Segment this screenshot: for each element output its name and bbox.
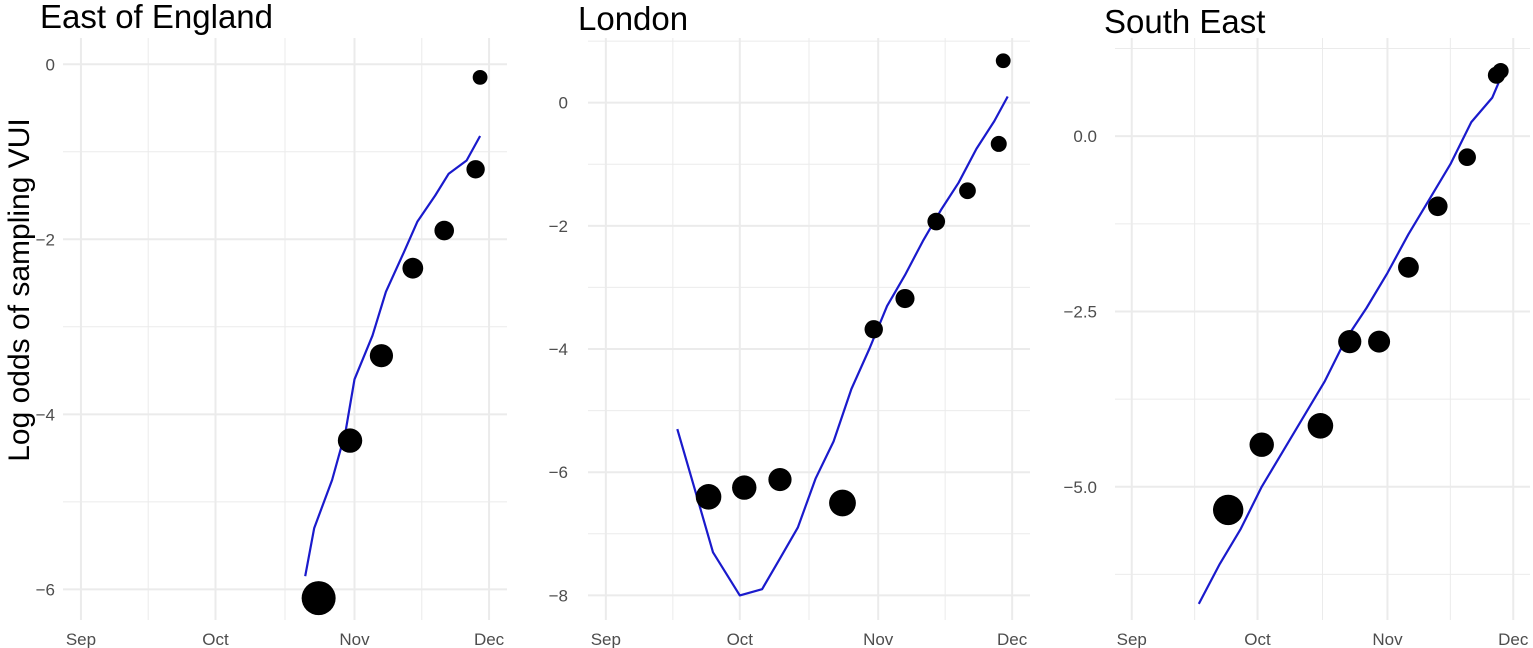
panel-south-east: South East Sep Oct Nov Dec 0.0 −2.5 −5.0 xyxy=(1063,3,1530,648)
x-tick-label: Sep xyxy=(66,630,96,648)
x-tick-label: Oct xyxy=(727,630,754,648)
x-tick-label: Nov xyxy=(1372,630,1403,648)
x-tick-label: Sep xyxy=(1117,630,1147,648)
data-point xyxy=(1398,256,1419,278)
data-point xyxy=(1427,196,1448,217)
data-point xyxy=(1249,432,1274,457)
x-tick-label: Nov xyxy=(863,630,894,648)
data-point xyxy=(995,53,1011,69)
data-point xyxy=(301,581,336,616)
data-point xyxy=(895,288,915,309)
data-point xyxy=(768,467,792,492)
data-point xyxy=(369,344,394,368)
panel-title: East of England xyxy=(40,0,273,35)
data-point xyxy=(466,160,485,179)
y-tick-label: 0.0 xyxy=(1073,127,1097,146)
y-tick-label: 0 xyxy=(559,94,568,113)
x-tick-label: Nov xyxy=(339,630,370,648)
data-point xyxy=(695,484,722,510)
series-line xyxy=(1197,67,1506,605)
panel-title: South East xyxy=(1104,3,1265,40)
y-tick-label: −8 xyxy=(549,586,568,605)
y-tick-label: −6 xyxy=(549,463,568,482)
x-tick-label: Dec xyxy=(474,630,505,648)
y-tick-label: 0 xyxy=(46,55,55,74)
data-point xyxy=(732,475,757,500)
x-tick-label: Dec xyxy=(997,630,1028,648)
data-point xyxy=(434,220,455,241)
panel-title: London xyxy=(578,0,688,37)
y-tick-label: −4 xyxy=(549,340,568,359)
x-tick-label: Oct xyxy=(1244,630,1271,648)
x-tick-label: Oct xyxy=(202,630,229,648)
panel-east-of-england: East of England Sep Oct Nov Dec 0 −2 −4 −6 xyxy=(36,0,507,648)
y-tick-label: −2 xyxy=(549,217,568,236)
series-line xyxy=(304,135,482,577)
data-point xyxy=(337,428,363,453)
data-point xyxy=(402,257,424,279)
y-tick-label: −5.0 xyxy=(1063,478,1097,497)
data-point xyxy=(990,135,1007,152)
data-point xyxy=(1492,62,1509,79)
data-point xyxy=(864,320,883,339)
y-tick-label: −2.5 xyxy=(1063,302,1097,321)
series-line xyxy=(676,95,1009,597)
y-tick-label: −6 xyxy=(36,580,55,599)
data-point xyxy=(1212,494,1244,526)
data-point xyxy=(959,182,976,200)
y-tick-label: −2 xyxy=(36,230,55,249)
data-point xyxy=(1338,330,1362,354)
x-tick-label: Dec xyxy=(1498,630,1529,648)
panel-london: London Sep Oct Nov Dec 0 −2 −4 −6 −8 xyxy=(549,0,1030,648)
data-point xyxy=(1458,148,1476,167)
data-point xyxy=(1307,412,1334,439)
data-point xyxy=(1368,330,1391,353)
y-tick-label: −4 xyxy=(36,405,55,424)
x-tick-label: Sep xyxy=(591,630,621,648)
data-point xyxy=(472,69,488,85)
data-point xyxy=(829,489,856,517)
data-point xyxy=(927,212,946,231)
